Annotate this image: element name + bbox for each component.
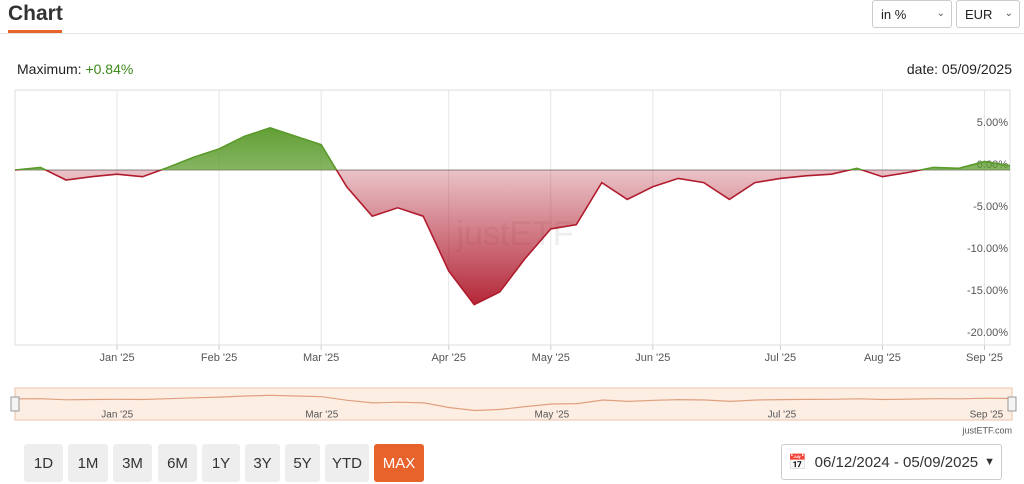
navigator-label: Mar '25: [305, 410, 338, 421]
range-button[interactable]: 3Y: [245, 444, 280, 482]
x-tick-label: May '25: [532, 352, 570, 364]
x-tick-label: Mar '25: [303, 352, 339, 364]
range-button[interactable]: YTD: [325, 444, 369, 482]
currency-select[interactable]: EUR ⌄: [956, 0, 1020, 28]
y-tick-label: -10.00%: [967, 243, 1008, 255]
y-tick-label: -15.00%: [967, 285, 1008, 297]
unit-select[interactable]: in % ⌄: [872, 0, 952, 28]
range-button[interactable]: MAX: [374, 444, 424, 482]
navigator-label: Sep '25: [970, 410, 1004, 421]
range-button[interactable]: 1D: [24, 444, 63, 482]
range-button[interactable]: 5Y: [285, 444, 320, 482]
date-range-text: 06/12/2024 - 05/09/2025: [814, 453, 979, 471]
x-tick-label: Jun '25: [635, 352, 670, 364]
maximum: Maximum: +0.84%: [17, 61, 133, 77]
navigator-handle[interactable]: [1007, 396, 1017, 412]
x-tick-label: Sep '25: [966, 352, 1003, 364]
navigator-line: [14, 394, 1013, 412]
line-up: [15, 127, 1010, 170]
y-tick-label: -20.00%: [967, 327, 1008, 339]
date-range-picker[interactable]: 📅 06/12/2024 - 05/09/2025 ▼: [781, 444, 1002, 480]
navigator-label: Jul '25: [768, 410, 797, 421]
area-down: [15, 169, 1010, 305]
y-tick-label: 5.00%: [977, 117, 1008, 129]
range-button[interactable]: 1M: [68, 444, 108, 482]
x-tick-label: Feb '25: [201, 352, 237, 364]
divider: [0, 33, 1024, 34]
title-underline: [8, 30, 62, 33]
unit-select-text: in %: [881, 7, 907, 22]
range-button[interactable]: 1Y: [202, 444, 240, 482]
page-title: Chart: [8, 2, 63, 25]
navigator: [14, 387, 1013, 421]
navigator-handle[interactable]: [10, 396, 20, 412]
currency-select-text: EUR: [965, 7, 993, 22]
range-button[interactable]: 3M: [113, 444, 152, 482]
date-label: date: 05/09/2025: [906, 61, 1012, 77]
credit: justETF.com: [961, 425, 1012, 435]
line-down: [15, 169, 925, 306]
area-up: [15, 127, 1010, 170]
caret: ⌄: [936, 8, 945, 19]
x-tick-label: Aug '25: [864, 352, 901, 364]
navigator-label: May '25: [534, 410, 569, 421]
x-tick-label: Jan '25: [99, 352, 134, 364]
y-tick-label: -5.00%: [973, 201, 1008, 213]
maximum-value: +0.84%: [85, 61, 134, 77]
range-button[interactable]: 6M: [158, 444, 197, 482]
x-tick-label: Apr '25: [431, 352, 466, 364]
x-tick-label: Jul '25: [765, 352, 796, 364]
navigator-label: Jan '25: [101, 410, 133, 421]
maximum-label: Maximum:: [17, 61, 82, 77]
caret: ⌄: [1004, 8, 1013, 19]
calendar-icon: 📅: [787, 454, 807, 471]
plot-border: [14, 89, 1011, 346]
caret: ▼: [984, 456, 996, 468]
